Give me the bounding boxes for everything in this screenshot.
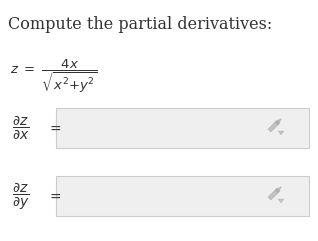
- Text: Compute the partial derivatives:: Compute the partial derivatives:: [8, 16, 272, 33]
- Text: $\dfrac{\partial z}{\partial y}$: $\dfrac{\partial z}{\partial y}$: [12, 180, 30, 212]
- Polygon shape: [268, 188, 280, 200]
- Polygon shape: [278, 131, 284, 135]
- Bar: [56, 108, 309, 148]
- Text: $z\ =\ \dfrac{4x}{\sqrt{x^2{+}y^2}}$: $z\ =\ \dfrac{4x}{\sqrt{x^2{+}y^2}}$: [10, 58, 98, 95]
- Polygon shape: [275, 119, 281, 125]
- Bar: [56, 176, 309, 216]
- Text: $=$: $=$: [47, 121, 62, 135]
- Polygon shape: [278, 199, 284, 203]
- Text: $\dfrac{\partial z}{\partial x}$: $\dfrac{\partial z}{\partial x}$: [12, 114, 30, 142]
- Text: $=$: $=$: [47, 189, 62, 203]
- Polygon shape: [275, 187, 281, 193]
- Polygon shape: [268, 120, 280, 132]
